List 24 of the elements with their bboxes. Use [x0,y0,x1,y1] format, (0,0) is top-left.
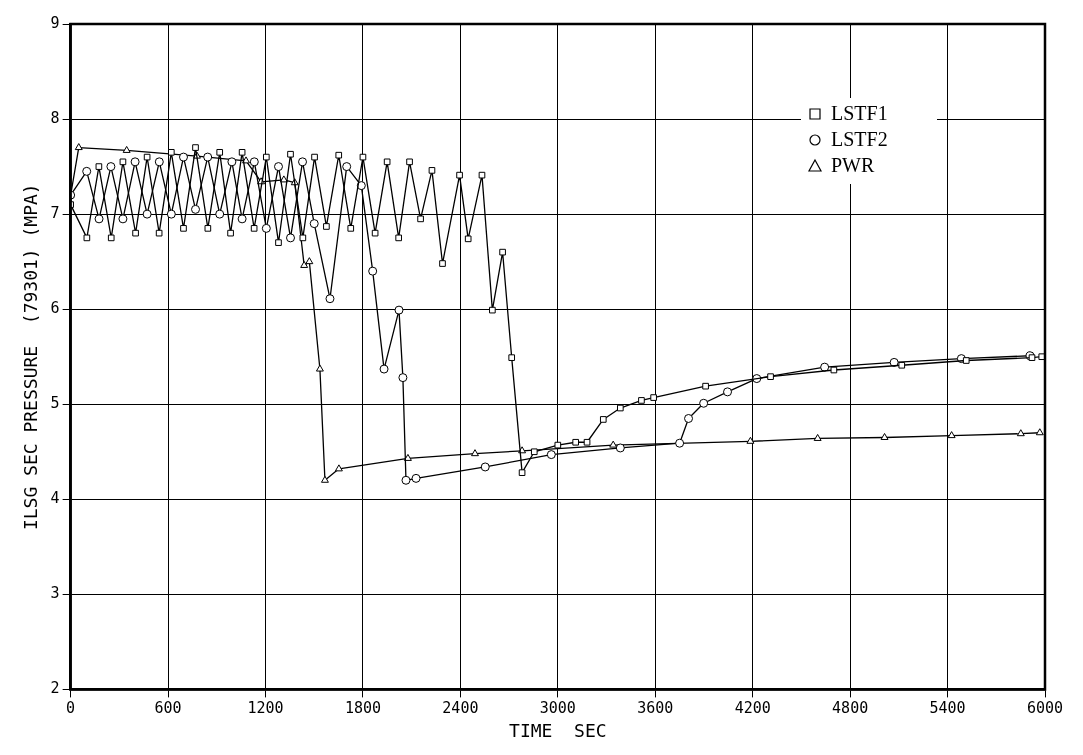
y-tick-label: 3 [50,584,60,603]
y-tick-label: 8 [50,108,60,127]
x-tick-label: 3000 [539,699,576,718]
x-tick-label: 1800 [344,699,381,718]
legend-label: LSTF1 [831,102,888,125]
y-tick-label: 6 [50,299,60,318]
legend-label: LSTF2 [831,128,888,151]
x-tick-label: 5400 [929,699,966,718]
y-tick-label: 4 [50,489,60,508]
x-tick-label: 600 [154,699,182,718]
y-tick-label: 2 [50,679,60,698]
x-tick-label: 4800 [832,699,869,718]
y-tick-label: 7 [50,204,60,222]
x-axis-title: TIME SEC [509,719,607,741]
x-tick-label: 6000 [1026,699,1064,718]
y-tick-label: 5 [50,394,60,413]
x-tick-label: 3600 [637,699,674,718]
y-tick-label: 9 [50,13,60,32]
x-tick-label: 2400 [442,699,479,718]
legend-label: PWR [831,154,875,177]
x-tick-label: 1200 [247,699,284,718]
y-axis-title: ILSG SEC PRESSURE (79301) (MPA) [20,183,42,531]
x-tick-label: 4200 [734,699,771,718]
x-tick-label: 0 [66,699,76,718]
